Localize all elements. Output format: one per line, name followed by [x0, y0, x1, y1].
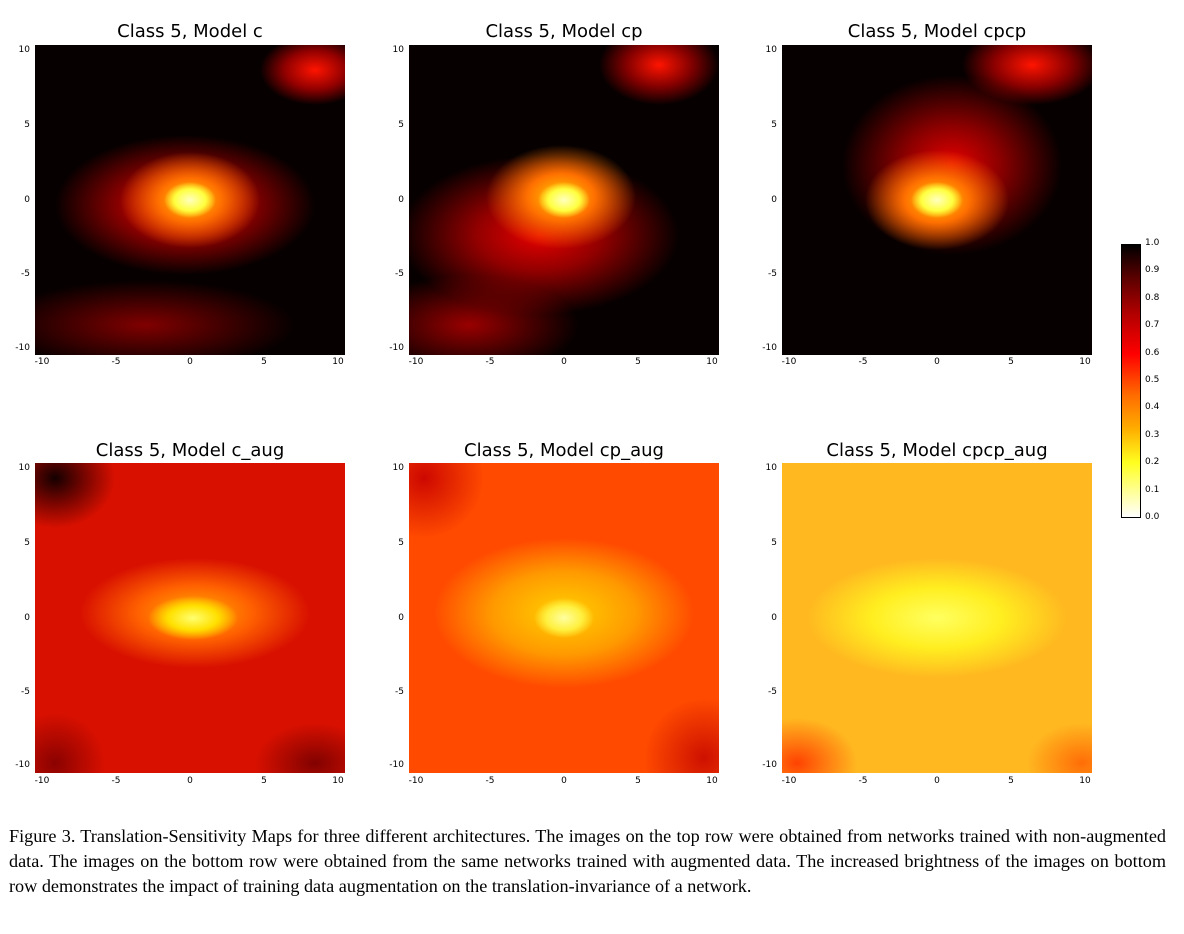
panel-title-cp: Class 5, Model cp [485, 21, 643, 42]
xtick: 10 [1079, 357, 1091, 367]
heatmap-cpcp [782, 45, 1092, 355]
xtick: -5 [111, 357, 121, 367]
ytick: 5 [771, 120, 777, 130]
ytick: -5 [768, 687, 777, 697]
xtick: 5 [1008, 357, 1014, 367]
xtick: -5 [111, 776, 121, 786]
colorbar-tick: 0.4 [1145, 402, 1160, 412]
xtick: 5 [261, 776, 267, 786]
ytick: -10 [762, 343, 777, 353]
colorbar [1121, 244, 1141, 518]
ytick: 5 [398, 120, 404, 130]
xtick: 10 [706, 776, 718, 786]
ytick: 5 [398, 538, 404, 548]
xtick: -5 [858, 357, 868, 367]
xtick: 10 [332, 776, 344, 786]
xtick: 10 [706, 357, 718, 367]
heatmap-cpcp-aug [782, 463, 1092, 773]
xtick: -5 [485, 776, 495, 786]
ytick: 0 [398, 613, 404, 623]
xtick: 5 [261, 357, 267, 367]
heatmap-c [35, 45, 345, 355]
colorbar-tick: 0.2 [1145, 457, 1160, 467]
colorbar-tick: 0.5 [1145, 375, 1160, 385]
ytick: 10 [765, 45, 777, 55]
xtick: -10 [408, 357, 424, 367]
ytick: -5 [395, 687, 404, 697]
panel-title-cpcp: Class 5, Model cpcp [847, 21, 1027, 42]
xtick: -5 [485, 357, 495, 367]
ytick: 0 [771, 613, 777, 623]
ytick: -10 [15, 343, 30, 353]
panel-title-cpcp-aug: Class 5, Model cpcp_aug [826, 440, 1048, 461]
panel-title-c-aug: Class 5, Model c_aug [95, 440, 285, 461]
xtick: 0 [561, 357, 567, 367]
xtick: 0 [561, 776, 567, 786]
colorbar-tick: 0.1 [1145, 485, 1160, 495]
xtick: -10 [34, 357, 50, 367]
xtick: -10 [781, 357, 797, 367]
ytick: 5 [24, 538, 30, 548]
xtick: 0 [934, 357, 940, 367]
ytick: -5 [395, 269, 404, 279]
xtick: 10 [1079, 776, 1091, 786]
figure-caption: Figure 3. Translation-Sensitivity Maps f… [9, 826, 1166, 896]
ytick: -5 [21, 687, 30, 697]
colorbar-tick: 1.0 [1145, 238, 1160, 248]
colorbar-tick: 0.8 [1145, 293, 1160, 303]
xtick: 5 [635, 357, 641, 367]
colorbar-tick: 0.6 [1145, 348, 1160, 358]
ytick: -5 [768, 269, 777, 279]
ytick: 10 [392, 463, 404, 473]
colorbar-tick: 0.3 [1145, 430, 1160, 440]
heatmap-cp-aug [409, 463, 719, 773]
ytick: 10 [18, 45, 30, 55]
heatmap-cp [409, 45, 719, 355]
ytick: -10 [15, 760, 30, 770]
xtick: -10 [34, 776, 50, 786]
ytick: -10 [389, 760, 404, 770]
colorbar-tick: 0.9 [1145, 265, 1160, 275]
ytick: -10 [389, 343, 404, 353]
ytick: 5 [24, 120, 30, 130]
xtick: 0 [934, 776, 940, 786]
ytick: 0 [398, 195, 404, 205]
ytick: 10 [18, 463, 30, 473]
xtick: 5 [635, 776, 641, 786]
ytick: 5 [771, 538, 777, 548]
xtick: -5 [858, 776, 868, 786]
xtick: -10 [781, 776, 797, 786]
ytick: 10 [392, 45, 404, 55]
panel-title-cp-aug: Class 5, Model cp_aug [464, 440, 664, 461]
ytick: -10 [762, 760, 777, 770]
ytick: -5 [21, 269, 30, 279]
colorbar-tick: 0.7 [1145, 320, 1160, 330]
ytick: 0 [24, 613, 30, 623]
colorbar-tick: 0.0 [1145, 512, 1160, 522]
heatmap-c-aug [35, 463, 345, 773]
ytick: 10 [765, 463, 777, 473]
xtick: 0 [187, 776, 193, 786]
xtick: 10 [332, 357, 344, 367]
xtick: 0 [187, 357, 193, 367]
ytick: 0 [771, 195, 777, 205]
xtick: 5 [1008, 776, 1014, 786]
ytick: 0 [24, 195, 30, 205]
xtick: -10 [408, 776, 424, 786]
panel-title-c: Class 5, Model c [117, 21, 263, 42]
